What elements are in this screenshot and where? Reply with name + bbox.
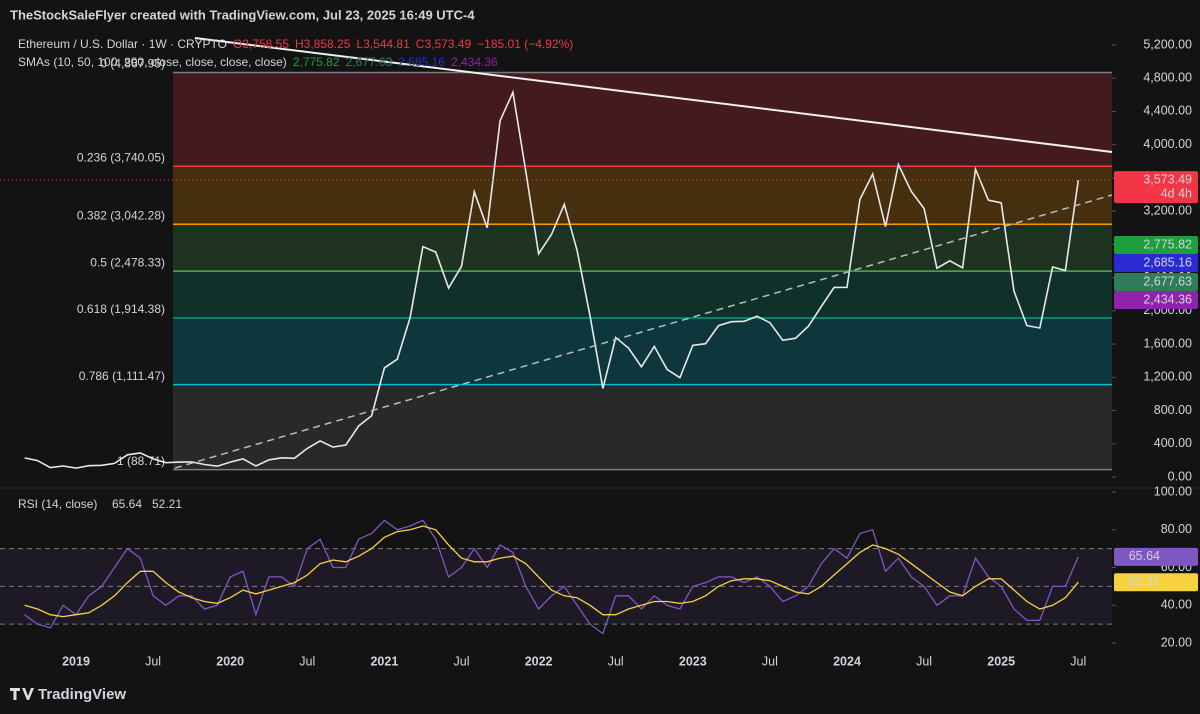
sma-title: SMAs (10, 50, 100, 200, close, close, cl… bbox=[18, 55, 287, 69]
rsi-ma-value: 52.21 bbox=[152, 497, 182, 511]
fib-label: 0.5 (2,478.33) bbox=[90, 255, 165, 269]
sma-legend: SMAs (10, 50, 100, 200, close, close, cl… bbox=[18, 55, 498, 69]
y-tick-label: 100.00 bbox=[1154, 484, 1192, 498]
sma-axis-label: 2,775.82 bbox=[1143, 237, 1192, 251]
x-tick-label: Jul bbox=[299, 654, 315, 668]
price-pane: 0 (4,867.95) 0.236 (3,740.05) 0.382 (3,042… bbox=[24, 57, 1112, 471]
ohlc-close: C3,573.49 bbox=[416, 37, 472, 51]
fib-label: 0.236 (3,740.05) bbox=[77, 150, 165, 164]
fib-label: 1 (88.71) bbox=[117, 454, 165, 468]
rsi-axis-label: 52.21 bbox=[1129, 575, 1160, 589]
fib-band bbox=[173, 166, 1112, 225]
ohlc-low: L3,544.81 bbox=[356, 37, 410, 51]
y-tick-label: 1,200.00 bbox=[1143, 370, 1192, 384]
x-tick-label: 2019 bbox=[62, 654, 90, 668]
symbol: Ethereum / U.S. Dollar · 1W · CRYPTO O3,7… bbox=[18, 37, 573, 51]
sma-axis-label: 2,685.16 bbox=[1143, 255, 1192, 269]
y-tick-label: 40.00 bbox=[1161, 598, 1192, 612]
x-tick-label: 2021 bbox=[370, 654, 398, 668]
last-price-box bbox=[1114, 171, 1198, 204]
rsi-value-box bbox=[1114, 547, 1198, 566]
fib-band bbox=[173, 271, 1112, 318]
countdown: 4d 4h bbox=[1161, 186, 1192, 200]
rsi-axis-label: 65.64 bbox=[1129, 549, 1160, 563]
sma-box bbox=[1114, 291, 1198, 309]
x-tick-label: Jul bbox=[1070, 654, 1086, 668]
x-tick-label: 2025 bbox=[987, 654, 1015, 668]
y-tick-label: 0.00 bbox=[1168, 469, 1192, 483]
x-tick-label: 2020 bbox=[216, 654, 244, 668]
legend: Ethereum / U.S. Dollar · 1W · CRYPTO O3,7… bbox=[18, 37, 573, 69]
fib-band bbox=[173, 384, 1112, 470]
fib-band bbox=[173, 224, 1112, 272]
trend-line bbox=[194, 37, 1113, 153]
rsi-line bbox=[24, 519, 1079, 635]
y-tick-label: 20.00 bbox=[1161, 635, 1192, 649]
y-tick-label: 1,600.00 bbox=[1143, 336, 1192, 350]
sma-value: 2,677.63 bbox=[346, 55, 393, 69]
last-price: 3,573.49 bbox=[1143, 172, 1192, 186]
ohlc-change: −185.01 (−4.92%) bbox=[477, 37, 573, 51]
y-tick-label: 4,000.00 bbox=[1143, 137, 1192, 151]
ohlc-high: H3,858.25 bbox=[295, 37, 351, 51]
x-tick-label: 2022 bbox=[525, 654, 553, 668]
rsi-value: 65.64 bbox=[112, 497, 142, 511]
x-tick-label: Jul bbox=[762, 654, 778, 668]
x-tick-label: Jul bbox=[608, 654, 624, 668]
sma-value: 2,434.36 bbox=[451, 55, 498, 69]
sma-value: 2,685.16 bbox=[398, 55, 445, 69]
y-tick-label: 4,800.00 bbox=[1143, 71, 1192, 85]
rsi-title: RSI (14, close) bbox=[18, 497, 97, 511]
x-tick-label: 2023 bbox=[679, 654, 707, 668]
fib-label: 0.618 (1,914.38) bbox=[77, 302, 165, 316]
fib-label: 0.786 (1,111.47) bbox=[79, 369, 165, 383]
footer: TradingView bbox=[10, 686, 126, 703]
y-tick-label: 5,200.00 bbox=[1143, 37, 1192, 51]
brand: TradingView bbox=[38, 686, 126, 703]
sma-axis-label: 2,434.36 bbox=[1143, 292, 1192, 306]
fib-label: 0 (4,867.95) bbox=[100, 57, 165, 71]
ohlc-open: O3,758.55 bbox=[233, 37, 289, 51]
sma-axis-label: 2,677.63 bbox=[1143, 274, 1192, 288]
fib-band bbox=[173, 317, 1112, 385]
sma-box bbox=[1114, 254, 1198, 272]
sma-box bbox=[1114, 236, 1198, 254]
rsi-value-box bbox=[1114, 573, 1198, 592]
sma-value: 2,775.82 bbox=[293, 55, 340, 69]
x-tick-label: 2024 bbox=[833, 654, 861, 668]
fib-label: 0.382 (3,042.28) bbox=[77, 208, 165, 222]
symbol-name: Ethereum / U.S. Dollar · 1W · CRYPTO bbox=[18, 37, 227, 51]
x-tick-label: Jul bbox=[454, 654, 470, 668]
fib-band bbox=[173, 72, 1112, 167]
x-tick-label: Jul bbox=[145, 654, 161, 668]
y-tick-label: 80.00 bbox=[1161, 522, 1192, 536]
rsi-band bbox=[0, 548, 1112, 625]
y-tick-label: 3,200.00 bbox=[1143, 203, 1192, 217]
credit: TheStockSaleFlyer created with TradingVi… bbox=[10, 7, 475, 22]
x-tick-label: Jul bbox=[916, 654, 932, 668]
y-tick-label: 4,400.00 bbox=[1143, 104, 1192, 118]
y-tick-label: 800.00 bbox=[1154, 403, 1192, 417]
y-tick-label: 400.00 bbox=[1154, 436, 1192, 450]
logo bbox=[10, 688, 34, 700]
trend-line-dashed bbox=[174, 194, 1113, 469]
price-line bbox=[24, 89, 1080, 469]
sma-box bbox=[1114, 273, 1198, 291]
rsi-line bbox=[24, 525, 1079, 618]
